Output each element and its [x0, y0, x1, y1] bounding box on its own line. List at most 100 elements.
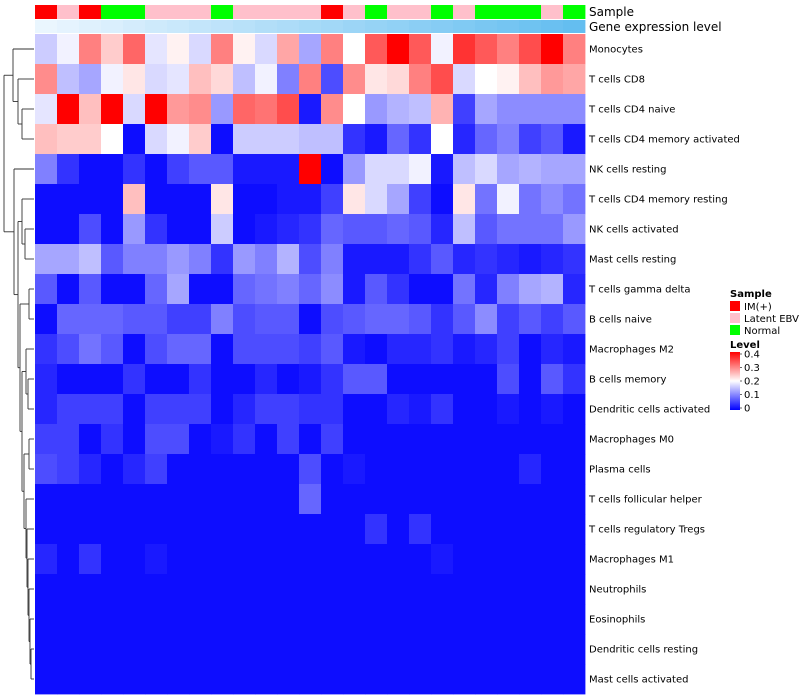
heatmap-cell — [255, 604, 278, 635]
heatmap-cell — [541, 244, 564, 275]
heatmap-cell — [277, 394, 300, 425]
heatmap-cell — [277, 274, 300, 305]
sample-cell — [167, 5, 190, 19]
heatmap-cell — [299, 244, 322, 275]
heatmap-cell — [365, 454, 388, 485]
heatmap-cell — [35, 94, 58, 125]
sample-cell — [255, 5, 278, 19]
heatmap-cell — [387, 394, 410, 425]
heatmap-cell — [79, 124, 102, 155]
heatmap-cell — [563, 244, 586, 275]
heatmap-cell — [189, 364, 212, 395]
heatmap-cell — [541, 634, 564, 665]
heatmap-cell — [211, 574, 234, 605]
heatmap-cell — [35, 544, 58, 575]
heatmap-cell — [431, 304, 454, 335]
heatmap-cell — [57, 574, 80, 605]
level-cell — [497, 20, 520, 33]
heatmap-cell — [365, 334, 388, 365]
heatmap-cell — [79, 424, 102, 455]
sample-legend-title: Sample — [730, 289, 772, 300]
heatmap-cell — [145, 154, 168, 185]
heatmap-cell — [277, 94, 300, 125]
heatmap-cell — [563, 154, 586, 185]
heatmap-cell — [101, 244, 124, 275]
heatmap-cell — [365, 124, 388, 155]
heatmap-cell — [497, 124, 520, 155]
heatmap-cell — [321, 304, 344, 335]
heatmap-cell — [387, 514, 410, 545]
heatmap-cell — [277, 484, 300, 515]
heatmap-cell — [35, 184, 58, 215]
heatmap-cell — [343, 484, 366, 515]
level-annotation-bar — [35, 20, 586, 33]
heatmap-cell — [387, 244, 410, 275]
heatmap-cell — [35, 454, 58, 485]
sample-cell — [79, 5, 102, 19]
heatmap-cell — [343, 394, 366, 425]
heatmap-cell — [57, 394, 80, 425]
heatmap-cell — [387, 334, 410, 365]
heatmap-cell — [145, 184, 168, 215]
heatmap-cell — [123, 394, 146, 425]
heatmap-cell — [277, 334, 300, 365]
heatmap-cell — [299, 394, 322, 425]
heatmap-cell — [167, 214, 190, 245]
heatmap-cell — [255, 544, 278, 575]
row-label: T cells CD8 — [588, 75, 645, 86]
heatmap-cell — [563, 34, 586, 65]
level-cell — [343, 20, 366, 33]
heatmap-cell — [255, 364, 278, 395]
heatmap-cell — [387, 124, 410, 155]
heatmap-cell — [211, 454, 234, 485]
heatmap-cell — [321, 664, 344, 695]
heatmap-cell — [277, 64, 300, 95]
heatmap-cell — [519, 604, 542, 635]
heatmap-cell — [167, 274, 190, 305]
heatmap-cell — [299, 364, 322, 395]
heatmap-cell — [387, 544, 410, 575]
heatmap-cell — [101, 34, 124, 65]
sample-legend-swatch — [730, 301, 740, 311]
heatmap-cell — [541, 124, 564, 155]
heatmap-cell — [453, 424, 476, 455]
heatmap-cell — [431, 664, 454, 695]
sample-annotation-title: Sample — [589, 5, 634, 19]
heatmap-cell — [409, 304, 432, 335]
heatmap-cell — [145, 274, 168, 305]
heatmap-cell — [299, 184, 322, 215]
level-tick-label: 0.2 — [744, 377, 760, 388]
level-tick-label: 0 — [744, 404, 750, 415]
heatmap-cell — [233, 514, 256, 545]
heatmap-cell — [519, 424, 542, 455]
heatmap-cell — [343, 664, 366, 695]
heatmap-cell — [497, 34, 520, 65]
heatmap-cell — [343, 184, 366, 215]
heatmap-cell — [343, 154, 366, 185]
heatmap-cell — [57, 94, 80, 125]
heatmap-cell — [277, 34, 300, 65]
heatmap-cell — [343, 634, 366, 665]
heatmap-cell — [365, 244, 388, 275]
row-dendrogram — [3, 48, 34, 680]
heatmap-cell — [475, 364, 498, 395]
row-label: Mast cells resting — [589, 255, 676, 266]
heatmap-cell — [497, 514, 520, 545]
heatmap-cell — [453, 394, 476, 425]
heatmap-cell — [409, 364, 432, 395]
heatmap-cell — [387, 274, 410, 305]
heatmap-cell — [189, 64, 212, 95]
heatmap-cell — [35, 484, 58, 515]
heatmap-cell — [145, 334, 168, 365]
heatmap-cell — [497, 394, 520, 425]
level-cell — [365, 20, 388, 33]
heatmap-cell — [233, 274, 256, 305]
sample-cell — [365, 5, 388, 19]
heatmap-cell — [277, 454, 300, 485]
sample-cell — [563, 5, 586, 19]
heatmap-cell — [453, 604, 476, 635]
heatmap-cell — [475, 454, 498, 485]
heatmap-cell — [101, 514, 124, 545]
heatmap-cell — [563, 274, 586, 305]
